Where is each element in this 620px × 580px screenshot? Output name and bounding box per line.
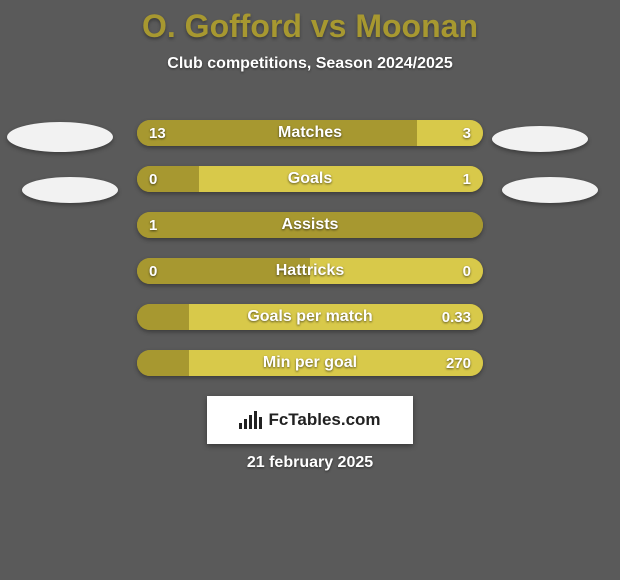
stat-row: Goals per match0.33 <box>0 294 620 340</box>
stat-bar: Assists1 <box>137 212 483 238</box>
stat-segment-right <box>417 120 483 146</box>
brand-card: FcTables.com <box>207 396 413 444</box>
stat-segment-left <box>137 350 189 376</box>
stat-segment-left <box>137 166 199 192</box>
brand-logo-icon <box>239 411 262 429</box>
stat-segment-right <box>189 304 483 330</box>
stat-bar: Min per goal270 <box>137 350 483 376</box>
stat-segment-right <box>310 258 483 284</box>
stat-segment-left <box>137 120 417 146</box>
stat-bar: Matches133 <box>137 120 483 146</box>
player-photo-right <box>502 177 598 203</box>
stat-row: Assists1 <box>0 202 620 248</box>
stat-row: Hattricks00 <box>0 248 620 294</box>
page-title: O. Gofford vs Moonan <box>0 0 620 45</box>
brand-text: FcTables.com <box>268 410 380 430</box>
stat-segment-left <box>137 258 310 284</box>
stat-segment-right <box>199 166 483 192</box>
comparison-infographic: O. Gofford vs Moonan Club competitions, … <box>0 0 620 580</box>
player-photo-left <box>22 177 118 203</box>
stat-bar: Goals01 <box>137 166 483 192</box>
stat-bar: Hattricks00 <box>137 258 483 284</box>
date-text: 21 february 2025 <box>0 454 620 472</box>
stat-segment-right <box>189 350 483 376</box>
stat-segment-left <box>137 212 483 238</box>
player-photo-left <box>7 122 113 152</box>
stat-row: Min per goal270 <box>0 340 620 386</box>
player-photo-right <box>492 126 588 152</box>
stat-bar: Goals per match0.33 <box>137 304 483 330</box>
subtitle: Club competitions, Season 2024/2025 <box>0 55 620 73</box>
stat-segment-left <box>137 304 189 330</box>
